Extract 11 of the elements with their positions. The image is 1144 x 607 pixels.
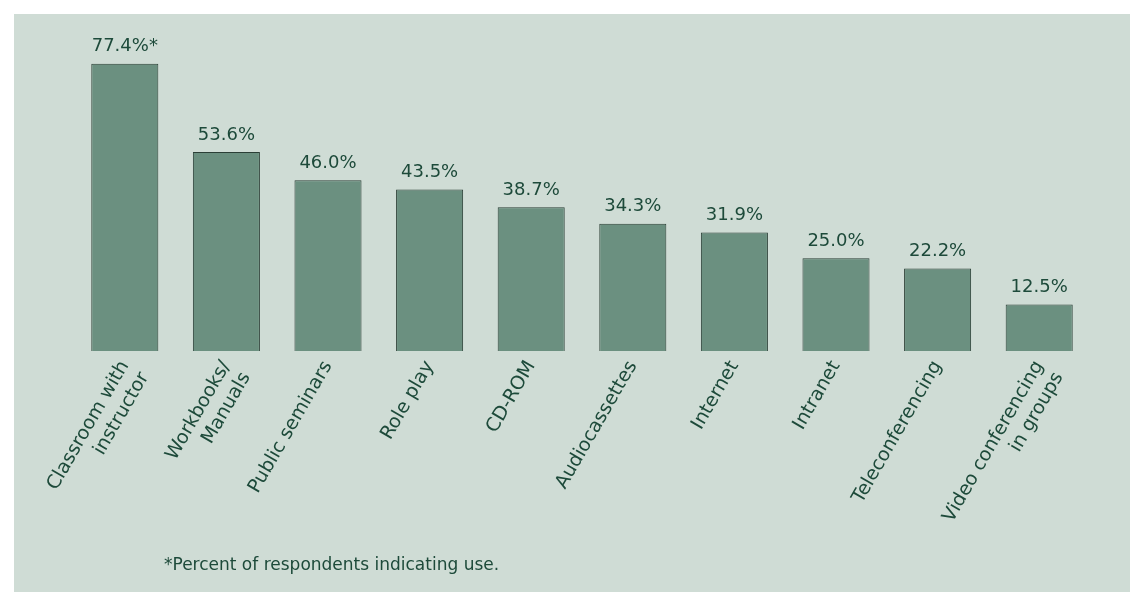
data-label: 12.5% [1010, 275, 1068, 297]
data-label: 43.5% [401, 160, 459, 182]
data-label: 25.0% [807, 228, 865, 250]
data-label: 34.3% [604, 194, 662, 216]
data-label: 77.4%* [91, 34, 158, 56]
data-label: 22.2% [909, 239, 967, 261]
text: *Percent of respondents indicating use. [164, 554, 500, 574]
data-label: 31.9% [705, 203, 763, 225]
data-label: 38.7% [502, 177, 560, 199]
data-label: 46.0% [299, 150, 357, 172]
data-label: 53.6% [197, 122, 255, 144]
